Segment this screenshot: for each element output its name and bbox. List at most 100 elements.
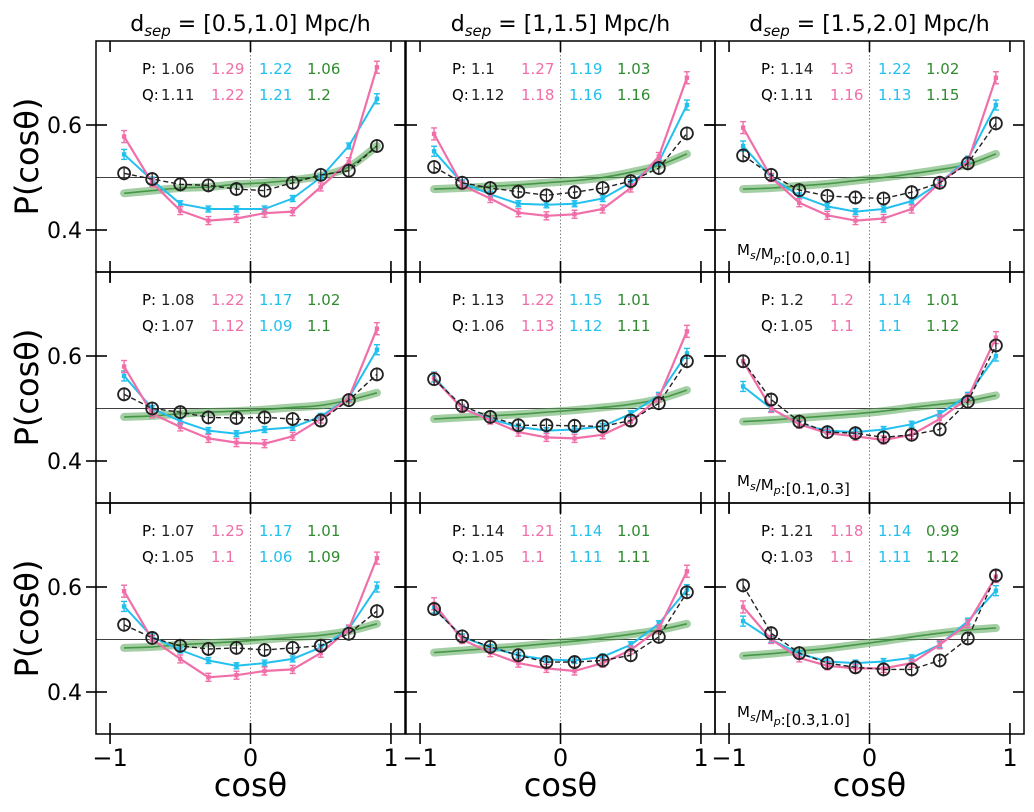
series-black-point bbox=[820, 425, 835, 440]
stat-value-P-3: 1.06 bbox=[307, 60, 340, 78]
stat-value-Q-3: 1.12 bbox=[926, 317, 959, 335]
stat-value-P-2: 1.14 bbox=[878, 291, 911, 309]
stat-value-P-1: 1.18 bbox=[830, 522, 863, 540]
stat-value-Q-0: 1.03 bbox=[780, 548, 813, 566]
series-pink-line bbox=[433, 570, 688, 673]
series-black-point bbox=[651, 629, 666, 644]
series-blue-point bbox=[345, 142, 352, 150]
series-black-point bbox=[427, 602, 441, 617]
series-black-point bbox=[989, 338, 1003, 353]
series-black-line bbox=[742, 122, 997, 200]
series-pink-point bbox=[205, 672, 212, 682]
stat-value-Q-3: 1.12 bbox=[926, 548, 959, 566]
stat-value-P-0: 1.06 bbox=[161, 60, 194, 78]
stat-value-Q-3: 1.09 bbox=[307, 548, 340, 566]
series-blue-point bbox=[824, 202, 831, 211]
series-black-point bbox=[341, 626, 356, 641]
stat-value-Q-2: 1.13 bbox=[878, 86, 911, 104]
series-blue-point bbox=[233, 662, 240, 670]
series-black-point bbox=[567, 418, 582, 433]
series-black-point bbox=[370, 604, 384, 619]
series-black-point bbox=[427, 372, 441, 387]
series-black-point bbox=[313, 413, 328, 428]
series-blue-line bbox=[123, 98, 378, 210]
series-pink-point bbox=[599, 204, 606, 214]
stat-value-Q-1: 1.1 bbox=[521, 548, 545, 566]
y-tick-label: 0.4 bbox=[47, 219, 82, 244]
series-pink-point bbox=[992, 71, 999, 85]
stat-value-P-1: 1.22 bbox=[521, 291, 554, 309]
x-tick-label: 0 bbox=[862, 744, 877, 772]
series-pink-point bbox=[177, 422, 184, 432]
stat-label-P: P: bbox=[142, 60, 156, 78]
series-black-line bbox=[123, 610, 378, 651]
series-blue-point bbox=[261, 425, 268, 434]
series-blue-point bbox=[992, 99, 999, 111]
series-green-line bbox=[124, 145, 378, 195]
series-green-line bbox=[434, 153, 688, 190]
series-pink-point bbox=[543, 211, 550, 221]
stat-value-P-1: 1.2 bbox=[830, 291, 854, 309]
series-blue-point bbox=[205, 205, 212, 213]
series-pink-point bbox=[543, 432, 550, 443]
series-pink-point bbox=[289, 664, 296, 675]
series-pink-point bbox=[121, 584, 128, 598]
series-pink-point bbox=[683, 564, 690, 578]
series-blue-point bbox=[121, 148, 128, 161]
series-blue-point bbox=[289, 655, 296, 663]
stat-value-P-2: 1.17 bbox=[259, 522, 292, 540]
stat-value-P-0: 1.14 bbox=[471, 522, 504, 540]
series-black-point bbox=[876, 662, 891, 677]
series-pink-point bbox=[177, 205, 184, 216]
series-black-point bbox=[539, 418, 554, 433]
stat-value-Q-3: 1.11 bbox=[617, 548, 650, 566]
stat-value-P-2: 1.17 bbox=[259, 291, 292, 309]
series-black-point bbox=[201, 410, 216, 425]
series-blue-point bbox=[599, 194, 606, 203]
series-pink-point bbox=[233, 437, 240, 448]
panel-r2-c2: P: 1.21 1.18 1.14 0.99 Q: 1.03 1.1 1.11 1.12 Ms/Mp… bbox=[705, 502, 1025, 772]
series-black-point bbox=[904, 662, 919, 677]
series-black-line bbox=[123, 145, 378, 192]
stat-value-Q-3: 1.2 bbox=[307, 86, 331, 104]
series-pink-line bbox=[433, 330, 688, 440]
series-pink-point bbox=[740, 600, 747, 614]
series-pink-point bbox=[261, 666, 268, 676]
stat-value-P-3: 1.01 bbox=[617, 291, 650, 309]
series-blue-point bbox=[373, 581, 380, 593]
column-title: dsep = [0.5,1.0] Mpc/h bbox=[130, 12, 371, 40]
series-black-point bbox=[792, 183, 807, 198]
series-blue-point bbox=[233, 205, 240, 213]
series-black-point bbox=[285, 640, 300, 655]
stat-value-P-0: 1.13 bbox=[471, 291, 504, 309]
stat-label-Q: Q: bbox=[142, 317, 159, 335]
series-pink-line bbox=[123, 557, 378, 679]
series-green-line bbox=[434, 389, 688, 420]
series-pink-point bbox=[373, 322, 380, 336]
series-black-point bbox=[876, 191, 891, 206]
series-black-point bbox=[539, 188, 554, 203]
series-pink-point bbox=[824, 210, 831, 221]
series-black-point bbox=[651, 161, 666, 176]
stat-value-Q-3: 1.16 bbox=[617, 86, 650, 104]
stat-value-P-1: 1.22 bbox=[211, 291, 244, 309]
x-tick-label: −1 bbox=[402, 744, 437, 772]
series-pink-point bbox=[233, 213, 240, 224]
series-black-point bbox=[623, 174, 638, 189]
series-black-point bbox=[651, 396, 666, 411]
series-pink-point bbox=[289, 431, 296, 442]
stat-value-Q-1: 1.1 bbox=[211, 548, 235, 566]
series-black-point bbox=[229, 182, 244, 197]
stat-value-P-3: 1.01 bbox=[926, 291, 959, 309]
stat-value-Q-1: 1.12 bbox=[211, 317, 244, 335]
stat-value-Q-0: 1.11 bbox=[780, 86, 813, 104]
series-black-line bbox=[123, 373, 378, 422]
stat-value-P-3: 0.99 bbox=[926, 522, 959, 540]
series-black-point bbox=[848, 426, 863, 441]
series-pink-point bbox=[205, 433, 212, 444]
series-pink-point bbox=[373, 60, 380, 74]
series-black-point bbox=[736, 354, 750, 369]
series-blue-point bbox=[992, 584, 999, 597]
series-blue-line bbox=[433, 588, 688, 662]
stat-value-P-2: 1.22 bbox=[259, 60, 292, 78]
